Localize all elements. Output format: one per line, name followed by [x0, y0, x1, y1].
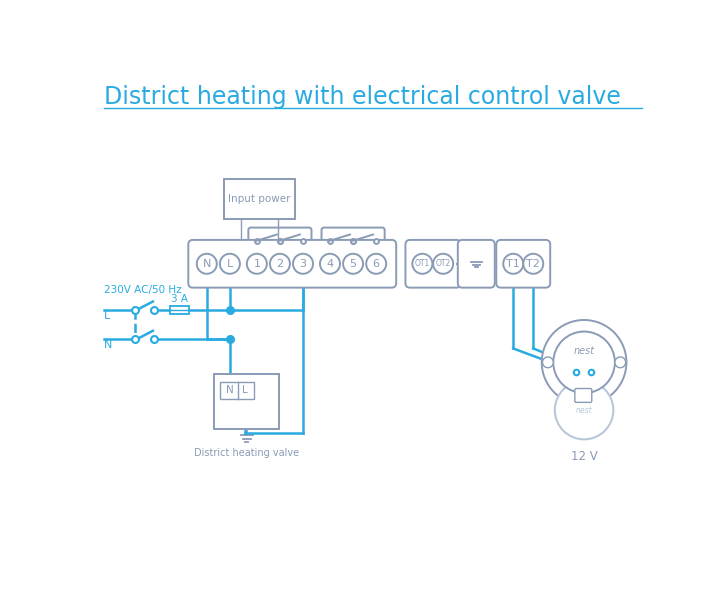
Circle shape: [320, 254, 340, 274]
Text: T2: T2: [526, 259, 540, 268]
Circle shape: [220, 254, 240, 274]
Text: T1: T1: [507, 259, 520, 268]
Bar: [223, 179, 295, 219]
Text: L: L: [242, 385, 248, 395]
Text: 4: 4: [326, 259, 333, 268]
Text: 5: 5: [349, 259, 357, 268]
Text: nest: nest: [574, 346, 595, 356]
Text: OT2: OT2: [435, 259, 451, 268]
FancyBboxPatch shape: [248, 228, 312, 249]
FancyBboxPatch shape: [189, 240, 396, 287]
FancyBboxPatch shape: [496, 240, 550, 287]
Circle shape: [343, 254, 363, 274]
Bar: [215, 374, 279, 429]
Circle shape: [412, 254, 432, 274]
FancyBboxPatch shape: [575, 388, 592, 402]
Circle shape: [197, 254, 217, 274]
Text: 12 V: 12 V: [571, 450, 598, 463]
Circle shape: [433, 254, 453, 274]
Text: 3: 3: [299, 259, 306, 268]
Text: 1: 1: [253, 259, 261, 268]
Text: N: N: [226, 385, 234, 395]
Circle shape: [615, 357, 625, 368]
FancyBboxPatch shape: [458, 240, 495, 287]
Circle shape: [293, 254, 313, 274]
FancyBboxPatch shape: [405, 240, 461, 287]
Circle shape: [542, 357, 553, 368]
Text: District heating with electrical control valve: District heating with electrical control…: [104, 85, 621, 109]
Text: N: N: [103, 340, 112, 350]
Circle shape: [366, 254, 386, 274]
Text: 2: 2: [277, 259, 283, 268]
Circle shape: [247, 254, 267, 274]
Circle shape: [503, 254, 523, 274]
Circle shape: [523, 254, 543, 274]
Text: 3 A: 3 A: [171, 294, 188, 304]
Bar: [170, 306, 189, 314]
Text: nest: nest: [576, 406, 593, 415]
Text: Input power: Input power: [228, 194, 290, 204]
Text: 230V AC/50 Hz: 230V AC/50 Hz: [103, 285, 181, 295]
Circle shape: [542, 320, 626, 405]
Circle shape: [270, 254, 290, 274]
Text: N: N: [202, 259, 211, 268]
Text: OT1: OT1: [415, 259, 430, 268]
Text: L: L: [226, 259, 233, 268]
Bar: [220, 381, 254, 399]
Circle shape: [555, 381, 614, 440]
Text: 6: 6: [373, 259, 380, 268]
Circle shape: [553, 331, 615, 393]
Text: L: L: [103, 311, 110, 321]
Text: District heating valve: District heating valve: [194, 448, 299, 458]
FancyBboxPatch shape: [322, 228, 384, 249]
